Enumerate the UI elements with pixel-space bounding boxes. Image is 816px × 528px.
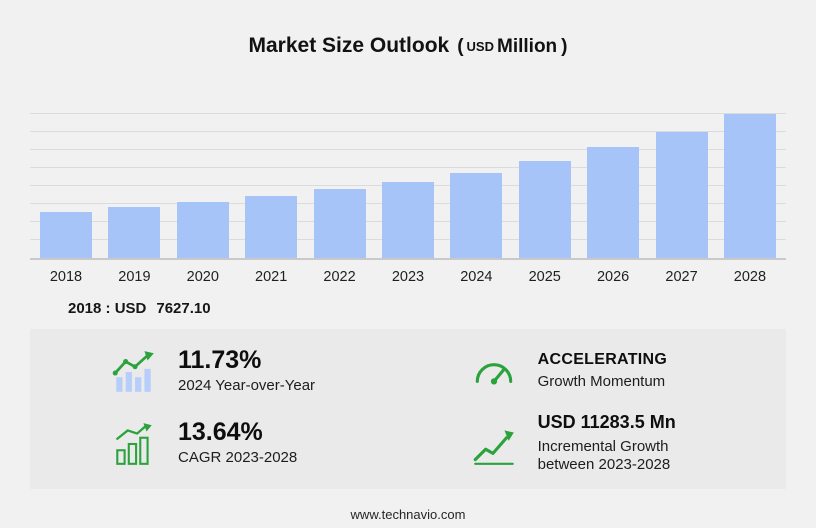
bar-2022 (313, 189, 366, 258)
bar-2018 (40, 212, 92, 258)
stat-yoy: 11.73% 2024 Year-over-Year (110, 347, 470, 396)
bar-2024 (450, 173, 503, 258)
incremental-value: USD 11283.5 Mn (537, 412, 676, 432)
x-tick-label-2028: 2028 (733, 269, 767, 285)
momentum-label: Growth Momentum (537, 373, 666, 391)
stat-momentum: ACCELERATING Growth Momentum (470, 347, 776, 396)
gridline (30, 149, 786, 150)
gridline (30, 131, 786, 132)
bar-chart-trend-up-icon (110, 348, 158, 396)
x-tick-label-2020: 2020 (186, 269, 219, 285)
title-paren-open: ( (457, 36, 464, 57)
yoy-label: 2024 Year-over-Year (178, 377, 316, 395)
title-main: Market Size Outlook (248, 34, 450, 57)
stats-panel: 11.73% 2024 Year-over-Year ACCELERATING … (30, 329, 786, 490)
bar-2020 (176, 202, 229, 258)
x-tick-label-2019: 2019 (118, 269, 151, 285)
incremental-label-line2: between 2023-2028 (537, 456, 671, 474)
x-tick-label-2023: 2023 (391, 269, 425, 285)
bar-2019 (108, 207, 161, 258)
bar-2021 (245, 196, 298, 258)
x-tick-label-2027: 2027 (665, 269, 698, 285)
base-year-value: 7627.10 (156, 300, 211, 317)
stat-incremental: USD 11283.5 Mn Incremental Growth betwee… (470, 412, 776, 475)
bars-row (30, 114, 786, 258)
x-tick-label-2024: 2024 (460, 269, 493, 285)
speedometer-icon (470, 348, 518, 396)
rising-arrow-icon (470, 420, 518, 468)
gridline (30, 167, 786, 168)
bar-2026 (587, 147, 640, 258)
cagr-label: CAGR 2023-2028 (178, 449, 298, 467)
plot-area (30, 113, 786, 260)
bar-2028 (723, 114, 776, 258)
x-tick-label-2022: 2022 (323, 269, 356, 285)
x-axis-labels: 2018 2019 2020 2021 2022 2023 2024 2025 2026 2027… (30, 269, 786, 285)
incremental-label-line1: Incremental Growth (537, 437, 669, 455)
x-tick-label-2021: 2021 (255, 269, 288, 285)
footer-url: www.technavio.com (350, 507, 466, 522)
title-unit: Million (497, 36, 558, 57)
x-tick-label-2025: 2025 (528, 269, 561, 285)
base-year-annotation: 2018 : USD 7627.10 (68, 300, 816, 317)
x-tick-label-2018: 2018 (49, 269, 83, 285)
title-unit-currency: USD (466, 39, 494, 54)
yoy-value: 11.73% (178, 346, 262, 374)
x-tick-label-2026: 2026 (596, 269, 630, 285)
stat-cagr: 13.64% CAGR 2023-2028 (110, 412, 470, 475)
momentum-title: ACCELERATING (537, 351, 668, 369)
gridline (30, 113, 786, 114)
growth-bars-icon (110, 420, 158, 468)
base-year-label: 2018 : USD (68, 300, 147, 317)
bar-2023 (381, 182, 434, 258)
market-size-bar-chart: 2018 2019 2020 2021 2022 2023 2024 2025 2026 2027… (30, 113, 786, 285)
bar-2027 (655, 132, 708, 258)
cagr-value: 13.64% (178, 418, 263, 447)
bar-2025 (518, 161, 571, 258)
title-paren-close: ) (561, 36, 568, 57)
page-title: Market Size Outlook (USD Million) (0, 0, 816, 58)
